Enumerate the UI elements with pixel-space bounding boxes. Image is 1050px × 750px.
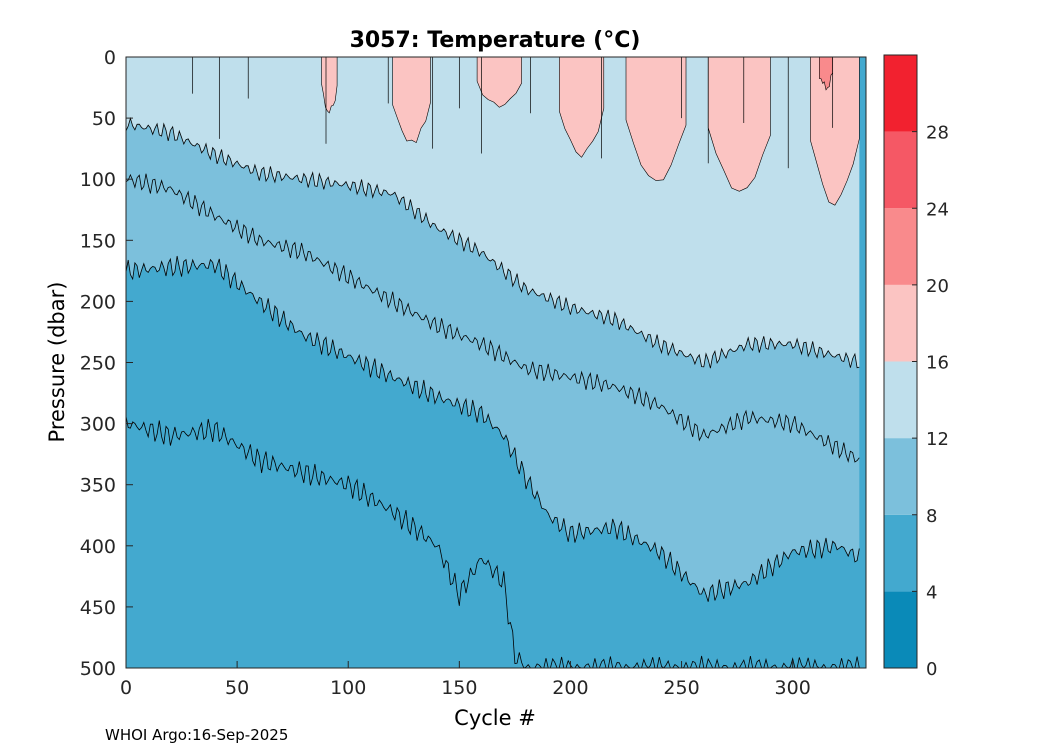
y-tick-label: 500: [80, 658, 116, 680]
patch-16C-d: [558, 56, 605, 158]
colorbar-swatch: [884, 438, 917, 515]
contour-isotherm-8C: [125, 255, 860, 602]
x-tick-label: 50: [225, 677, 249, 699]
colorbar-swatch: [884, 131, 917, 209]
contour-isotherm-12C: [125, 116, 860, 369]
y-tick-label: 450: [80, 597, 116, 619]
x-tick-label: 150: [441, 677, 477, 699]
y-tick-label: 0: [104, 47, 116, 69]
colorbar-tick-label: 28: [926, 123, 949, 144]
y-tick-label: 300: [80, 414, 116, 436]
x-axis-label: Cycle #: [454, 706, 536, 730]
x-tick-label: 200: [552, 677, 588, 699]
x-tick-label: 0: [120, 677, 132, 699]
y-tick-label: 250: [80, 353, 116, 375]
colorbar-tick-label: 0: [926, 659, 937, 680]
patch-16C-a: [321, 56, 338, 114]
y-axis: 0 50 100 150 200 250 300 350 400 450 500: [80, 47, 133, 680]
colorbar-swatch: [884, 284, 917, 362]
colorbar: 0 4 8 12 16 20 24 28: [883, 54, 949, 680]
contour-isotherm-10C: [125, 173, 860, 463]
colorbar-swatch: [884, 208, 917, 285]
y-tick-label: 50: [92, 108, 116, 130]
colorbar-tick-label: 4: [926, 582, 937, 603]
colorbar-swatch: [884, 55, 917, 132]
y-tick-label: 100: [80, 169, 116, 191]
patch-16C-g: [810, 56, 860, 206]
colorbar-swatch: [884, 361, 917, 439]
y-axis-label: Pressure (dbar): [45, 282, 69, 443]
colorbar-tick-label: 16: [926, 353, 949, 374]
colorbar-tick-label: 20: [926, 276, 949, 297]
x-tick-label: 300: [775, 677, 811, 699]
y-tick-label: 200: [80, 291, 116, 313]
colorbar-swatch: [884, 514, 917, 592]
x-axis: 0 50 100 150 200 250 300: [120, 661, 811, 699]
x-tick-label: 100: [330, 677, 366, 699]
plot-area: [125, 56, 867, 669]
colorbar-tick-label: 12: [926, 429, 949, 450]
chart-title: 3057: Temperature (°C): [350, 28, 641, 53]
patch-16C-f: [707, 56, 771, 192]
y-tick-label: 150: [80, 230, 116, 252]
colorbar-swatch: [884, 591, 917, 668]
footer-credit: WHOI Argo:16-Sep-2025: [105, 726, 289, 744]
patch-16C-e: [625, 56, 687, 181]
patch-16C-b: [392, 56, 431, 144]
y-tick-label: 350: [80, 475, 116, 497]
y-tick-label: 400: [80, 536, 116, 558]
x-tick-label: 250: [663, 677, 699, 699]
colorbar-tick-label: 24: [926, 199, 949, 220]
colorbar-tick-label: 8: [926, 506, 937, 527]
